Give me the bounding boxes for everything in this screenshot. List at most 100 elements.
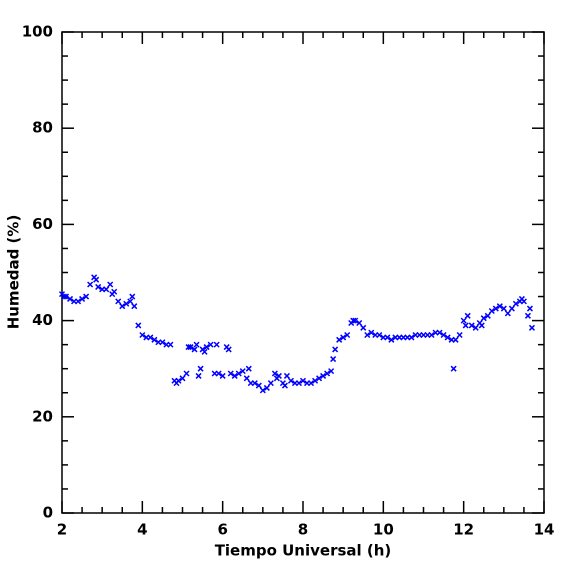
data-point	[352, 317, 359, 324]
data-point	[193, 341, 200, 348]
data-point	[526, 305, 533, 312]
data-point	[87, 281, 94, 288]
y-axis-label: Humedad (%)	[5, 215, 23, 330]
data-point	[376, 331, 383, 339]
data-point	[109, 291, 116, 298]
data-point	[95, 283, 102, 290]
data-point	[235, 370, 242, 377]
data-point	[147, 334, 154, 341]
data-point	[312, 377, 319, 384]
data-point	[450, 365, 457, 372]
y-tick-label: 100	[22, 23, 53, 41]
data-point	[460, 317, 467, 324]
data-point	[408, 334, 415, 341]
data-point	[332, 346, 339, 353]
data-point	[115, 298, 122, 305]
data-point	[251, 380, 258, 387]
data-point	[203, 344, 210, 351]
data-point	[67, 295, 74, 302]
data-point	[324, 370, 331, 377]
data-point	[492, 305, 499, 312]
data-point	[287, 377, 294, 384]
y-tick-label: 80	[32, 119, 53, 137]
data-point	[93, 276, 100, 283]
data-point	[107, 281, 114, 288]
data-point	[344, 331, 351, 339]
data-point	[328, 368, 335, 375]
data-point	[281, 382, 288, 389]
data-point	[320, 372, 327, 379]
data-point	[127, 298, 134, 305]
x-tick-label: 6	[217, 521, 227, 539]
data-point	[195, 372, 202, 379]
data-point	[440, 331, 447, 339]
data-point	[215, 370, 222, 377]
data-point	[271, 370, 278, 377]
x-tick-label: 2	[57, 521, 67, 539]
data-point	[183, 370, 190, 377]
data-point	[518, 295, 525, 302]
data-point	[179, 375, 186, 382]
data-point	[60, 293, 68, 300]
data-point	[187, 344, 194, 351]
data-point	[201, 348, 208, 355]
data-point	[388, 336, 395, 343]
data-point	[243, 375, 250, 382]
data-point	[225, 346, 232, 353]
data-point	[139, 331, 146, 339]
data-point	[207, 341, 214, 348]
data-point	[478, 322, 485, 329]
data-point	[500, 305, 507, 312]
data-point	[227, 370, 234, 377]
data-point	[151, 336, 158, 343]
data-point	[185, 344, 192, 351]
data-point	[283, 372, 290, 379]
y-tick-label: 60	[32, 215, 53, 233]
data-point	[336, 336, 343, 343]
data-point	[173, 380, 180, 387]
data-point	[384, 334, 391, 341]
data-point	[436, 329, 443, 336]
data-point	[524, 312, 531, 319]
data-point	[62, 293, 70, 300]
x-tick-label: 4	[137, 521, 147, 539]
x-tick-label: 10	[373, 521, 394, 539]
data-point	[468, 322, 475, 329]
data-point	[464, 312, 471, 319]
plot-frame	[61, 31, 545, 514]
y-tick-label: 0	[43, 504, 53, 522]
data-point	[129, 293, 136, 300]
x-tick-label: 8	[298, 521, 308, 539]
data-point	[273, 375, 280, 382]
data-point	[462, 322, 469, 329]
data-point	[496, 303, 503, 310]
data-point	[364, 331, 371, 339]
data-point	[456, 331, 463, 339]
data-point	[295, 380, 303, 387]
data-point	[231, 372, 238, 379]
data-point	[528, 324, 535, 331]
y-tick-label: 40	[32, 311, 53, 329]
data-point	[167, 341, 174, 348]
data-point	[504, 310, 511, 317]
x-tick-label: 12	[453, 521, 474, 539]
data-point	[299, 377, 307, 384]
data-point	[360, 324, 367, 331]
data-point	[340, 334, 347, 341]
y-tick-label: 20	[32, 407, 53, 425]
data-point	[191, 346, 198, 353]
data-point	[75, 298, 82, 305]
data-point	[219, 372, 226, 379]
data-point	[330, 356, 337, 363]
data-point	[308, 380, 315, 387]
data-point	[263, 384, 270, 391]
data-point	[79, 295, 86, 302]
data-point	[159, 339, 166, 346]
data-point	[213, 341, 220, 348]
data-point	[452, 336, 459, 343]
data-point	[356, 319, 363, 327]
data-point	[259, 387, 266, 394]
data-point	[83, 293, 90, 300]
data-point	[135, 322, 142, 329]
